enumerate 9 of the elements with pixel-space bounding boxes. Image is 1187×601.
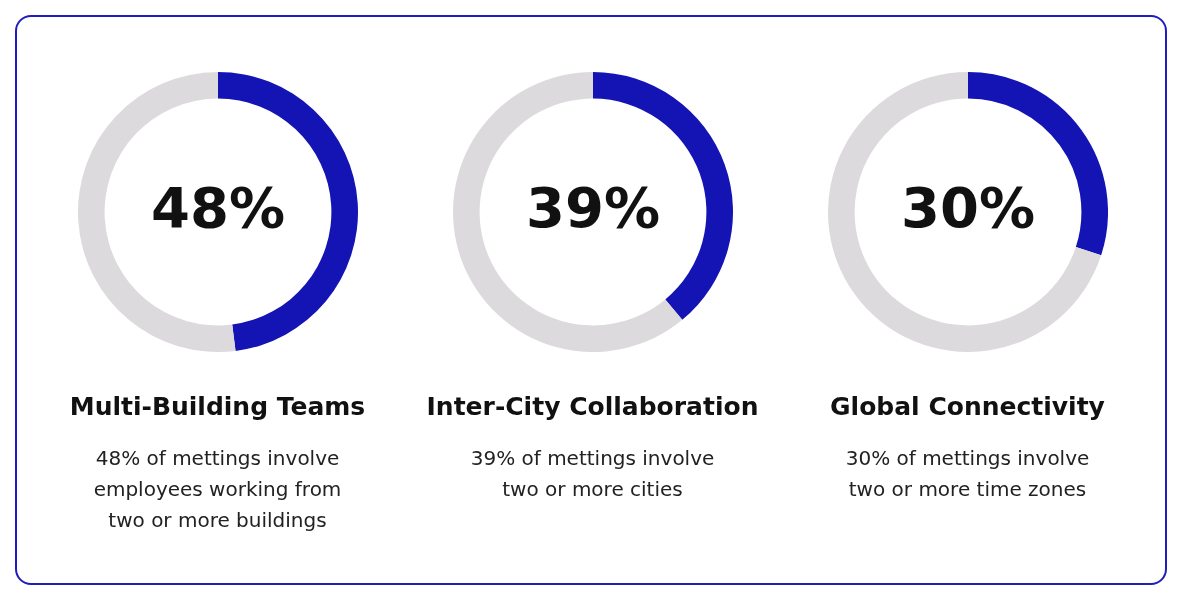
- text: 39% of mettings involve two or more cities: [469, 445, 716, 503]
- text: Multi-Building Teams: [68, 392, 367, 421]
- text: 48% of mettings involve employees working from two or more buildings: [92, 445, 343, 534]
- data-label: 30%: [900, 174, 1035, 240]
- text: Global Connectivity: [829, 392, 1106, 421]
- text: 30% of mettings involve two or more time zones: [844, 445, 1091, 503]
- data-label: 48%: [150, 174, 285, 240]
- text: Inter-City Collaboration: [425, 392, 760, 421]
- data-label: 39%: [525, 174, 660, 240]
